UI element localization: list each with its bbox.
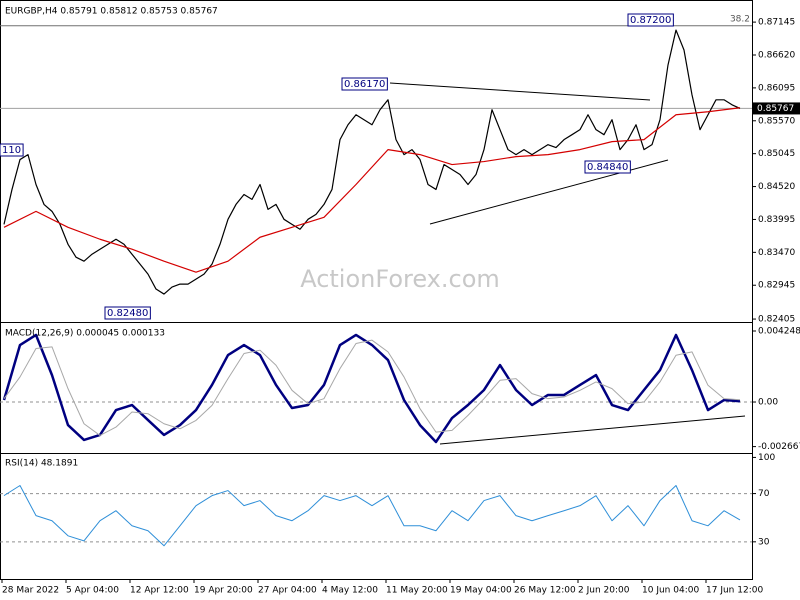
- trend-line: [439, 415, 746, 445]
- annotation-label: 0.86170: [344, 79, 385, 90]
- y-tick-label: 0.83470: [758, 248, 795, 258]
- annotation-box: [0, 143, 24, 157]
- price-tag: [753, 102, 800, 115]
- y-tick-label: 0.87145: [758, 18, 795, 28]
- series-line: [3, 485, 741, 547]
- x-tick-label: 19 Apr 20:00: [194, 586, 253, 596]
- y-tick-label: 0.83995: [758, 215, 795, 225]
- annotation-label: 0.87200: [630, 15, 671, 26]
- x-tick-label: 12 Apr 12:00: [130, 586, 189, 596]
- annotation-box: [104, 306, 151, 320]
- series-line: [2, 333, 741, 444]
- panel-title: RSI(14) 48.1891: [5, 459, 78, 469]
- y-tick-label: 100: [758, 453, 775, 463]
- plot-frame: [0, 0, 753, 580]
- x-tick-label: 19 May 04:00: [450, 586, 512, 596]
- x-tick-label: 5 Apr 04:00: [66, 586, 119, 596]
- fib-label: 38.2: [730, 14, 750, 24]
- y-tick-label: -0.002667: [758, 442, 800, 452]
- x-tick-label: 10 Jun 04:00: [642, 586, 699, 596]
- series-line: [3, 107, 741, 273]
- annotation-box: [341, 77, 388, 91]
- trend-line: [389, 82, 651, 101]
- x-tick-label: 2 Jun 20:00: [578, 586, 630, 596]
- y-tick-label: 70: [758, 489, 770, 499]
- y-tick-label: 0.82945: [758, 281, 795, 291]
- y-tick-label: 0.82405: [758, 315, 795, 325]
- panel-title: EURGBP,H4 0.85791 0.85812 0.85753 0.8576…: [5, 7, 218, 17]
- x-tick-label: 11 May 20:00: [386, 586, 448, 596]
- x-tick-label: 17 Jun 12:00: [706, 586, 763, 596]
- x-tick-label: 28 Mar 2022: [2, 586, 59, 596]
- watermark: ActionForex.com: [300, 265, 500, 293]
- annotation-box: [584, 160, 631, 174]
- x-tick-label: 27 Apr 04:00: [258, 586, 317, 596]
- annotation-label: 0.84840: [587, 162, 628, 173]
- y-tick-label: 0.85045: [758, 149, 795, 159]
- annotation-box: [627, 13, 674, 27]
- series-line: [3, 339, 741, 436]
- y-tick-label: 30: [758, 537, 770, 547]
- annotation-label: 0.82480: [107, 308, 148, 319]
- x-tick-label: 26 May 12:00: [514, 586, 576, 596]
- x-tick-label: 4 May 12:00: [322, 586, 378, 596]
- y-tick-label: 0.86620: [758, 50, 795, 60]
- panel-title: MACD(12,26,9) 0.000045 0.000133: [5, 329, 165, 339]
- y-tick-label: 0.86095: [758, 83, 795, 93]
- annotation-label: 110: [2, 145, 21, 156]
- y-tick-label: 0.85570: [758, 116, 795, 126]
- y-tick-label: 0.004248: [758, 327, 800, 337]
- y-tick-label: 0.00: [758, 398, 778, 408]
- y-tick-label: 0.84520: [758, 182, 795, 192]
- price-tag-label: 0.85767: [757, 104, 794, 114]
